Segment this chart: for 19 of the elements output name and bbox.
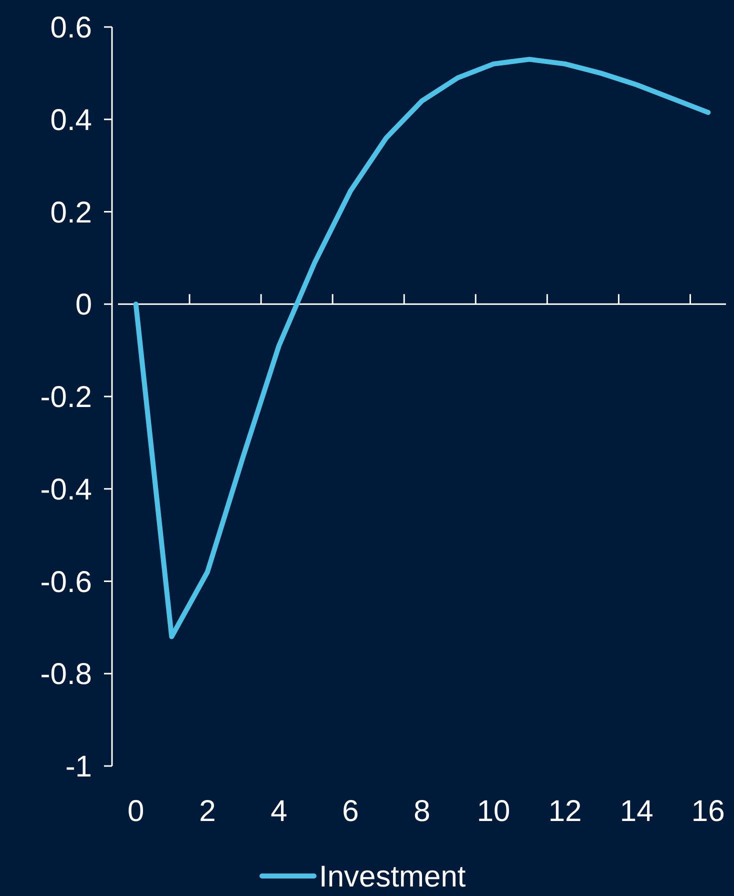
y-tick-label: -0.8 bbox=[40, 658, 92, 692]
x-tick-label: 16 bbox=[691, 795, 725, 828]
x-tick-label: 14 bbox=[620, 795, 654, 828]
legend-label: Investment bbox=[319, 860, 466, 894]
x-tick-label: 12 bbox=[548, 795, 582, 828]
y-tick-label: 0.6 bbox=[50, 12, 92, 44]
x-tick-label: 2 bbox=[199, 795, 216, 828]
x-tick-label: 10 bbox=[476, 795, 510, 828]
y-tick-label: -0.4 bbox=[40, 473, 92, 506]
x-tick-label: 4 bbox=[270, 795, 288, 828]
x-tick-label: 0 bbox=[128, 795, 144, 828]
y-tick-label: 0 bbox=[75, 288, 92, 322]
x-tick-label: 8 bbox=[414, 795, 430, 828]
y-tick-label: 0.2 bbox=[50, 196, 92, 230]
x-tick-label: 6 bbox=[342, 795, 359, 828]
y-tick-label: 0.4 bbox=[50, 104, 92, 137]
y-tick-label: -0.2 bbox=[40, 381, 92, 414]
y-tick-label: -0.6 bbox=[40, 566, 92, 599]
y-tick-label: -1 bbox=[65, 750, 92, 784]
